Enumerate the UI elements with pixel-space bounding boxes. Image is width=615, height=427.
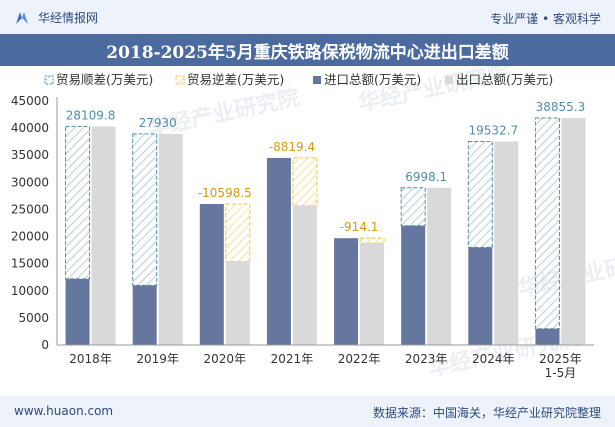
y-tick-label: 30000 bbox=[11, 175, 49, 189]
legend-label-deficit: 贸易逆差(万美元) bbox=[187, 72, 284, 87]
balance-data-label: 19532.7 bbox=[469, 124, 519, 138]
footer-url[interactable]: www.huaon.com bbox=[14, 404, 114, 418]
balance-data-label: -10598.5 bbox=[198, 186, 252, 200]
y-tick-label: 5000 bbox=[18, 311, 49, 325]
legend-label-import: 进口总额(万美元) bbox=[324, 72, 421, 87]
brand-name: 华经情报网 bbox=[38, 11, 99, 25]
balance-data-label: -914.1 bbox=[340, 220, 379, 234]
export-bar bbox=[292, 205, 317, 345]
balance-deficit-mark bbox=[292, 157, 318, 207]
import-bar bbox=[266, 157, 291, 345]
y-tick-label: 40000 bbox=[11, 121, 49, 135]
x-tick-label: 2023年 bbox=[405, 352, 448, 366]
export-bar bbox=[158, 133, 183, 345]
x-tick-label: 2018年 bbox=[69, 352, 112, 366]
x-tick-label: 1-5月 bbox=[545, 366, 577, 380]
legend-swatch-deficit bbox=[175, 75, 185, 85]
balance-deficit-mark bbox=[225, 203, 251, 262]
import-bar bbox=[132, 285, 157, 345]
balance-data-label: 6998.1 bbox=[405, 170, 447, 184]
balance-surplus-mark bbox=[132, 133, 158, 286]
import-bar bbox=[535, 328, 560, 345]
import-bar bbox=[65, 278, 90, 345]
y-tick-label: 35000 bbox=[11, 148, 49, 162]
x-tick-label: 2020年 bbox=[204, 352, 247, 366]
balance-surplus-mark bbox=[65, 125, 91, 280]
x-tick-label: 2019年 bbox=[136, 352, 179, 366]
y-tick-label: 10000 bbox=[11, 284, 49, 298]
legend-swatch-export bbox=[445, 76, 453, 84]
header-bar: 华经情报网 专业严谨 • 客观科学 bbox=[0, 0, 615, 34]
import-bar bbox=[199, 204, 224, 345]
chart-title: 2018-2025年5月重庆铁路保税物流中心进出口差额 bbox=[106, 42, 509, 63]
y-tick-label: 0 bbox=[41, 338, 49, 352]
import-bar bbox=[401, 225, 426, 345]
import-bar bbox=[334, 238, 359, 345]
export-bar bbox=[561, 118, 586, 345]
footer-bar: www.huaon.com 数据来源：中国海关，华经产业研究院整理 bbox=[0, 396, 615, 427]
import-bar bbox=[468, 247, 493, 345]
data-source: 数据来源：中国海关，华经产业研究院整理 bbox=[372, 406, 601, 420]
export-bar bbox=[494, 141, 519, 345]
x-tick-label: 2021年 bbox=[271, 352, 314, 366]
legend-label-surplus: 贸易顺差(万美元) bbox=[56, 72, 153, 87]
balance-surplus-mark bbox=[534, 117, 560, 330]
legend-swatch-import bbox=[313, 76, 321, 84]
legend-label-export: 出口总额(万美元) bbox=[456, 72, 553, 87]
balance-data-label: 28109.8 bbox=[66, 108, 116, 122]
balance-data-label: -8819.4 bbox=[269, 140, 315, 154]
brand-logo[interactable]: 华经情报网 bbox=[14, 9, 98, 26]
y-tick-label: 20000 bbox=[11, 230, 49, 244]
brand-logo-icon bbox=[16, 11, 28, 24]
balance-data-label: 38855.3 bbox=[536, 100, 586, 114]
export-bar bbox=[225, 261, 250, 345]
export-bar bbox=[91, 126, 116, 345]
x-tick-label: 2025年 bbox=[539, 352, 582, 366]
header-slogan: 专业严谨 • 客观科学 bbox=[490, 12, 601, 26]
y-tick-label: 45000 bbox=[11, 94, 49, 108]
title-bar: 2018-2025年5月重庆铁路保税物流中心进出口差额 bbox=[0, 34, 615, 66]
x-tick-label: 2022年 bbox=[338, 352, 381, 366]
balance-deficit-mark bbox=[359, 237, 385, 244]
balance-data-label: 27930 bbox=[139, 116, 177, 130]
export-bar bbox=[360, 243, 385, 345]
balance-surplus-mark bbox=[400, 187, 426, 227]
legend-swatch-surplus bbox=[44, 75, 54, 85]
watermark-text: 华经产业研究院 bbox=[146, 84, 302, 141]
y-tick-label: 15000 bbox=[11, 257, 49, 271]
x-tick-label: 2024年 bbox=[472, 352, 515, 366]
y-tick-label: 25000 bbox=[11, 202, 49, 216]
export-bar bbox=[427, 187, 452, 345]
chart-area: 华经产业研究院华经产业研究院华经产业研究院华经产业研究院贸易顺差(万美元)贸易逆… bbox=[11, 66, 615, 382]
balance-surplus-mark bbox=[467, 141, 493, 248]
